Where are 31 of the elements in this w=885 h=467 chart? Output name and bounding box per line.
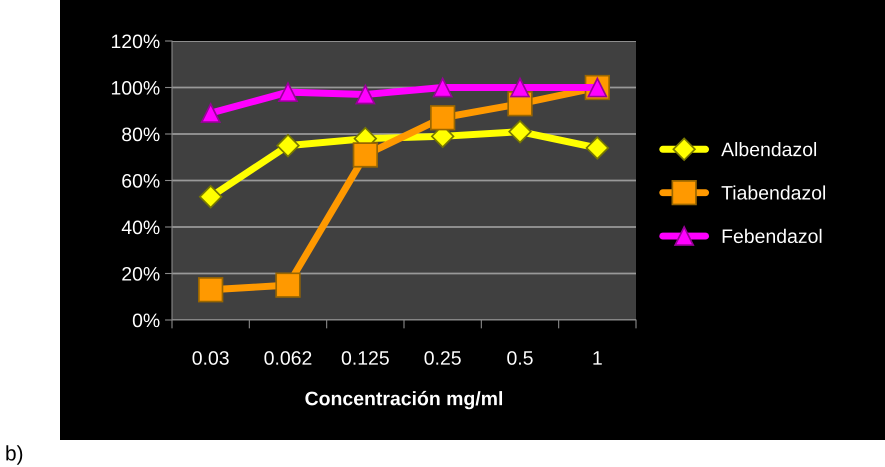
legend-label: Albendazol bbox=[721, 142, 816, 156]
point bbox=[510, 78, 530, 98]
y-tick-label: 0% bbox=[132, 313, 160, 328]
x-tick-label: 0.25 bbox=[424, 351, 461, 365]
x-tick-label: 0.125 bbox=[342, 351, 389, 365]
point bbox=[586, 136, 609, 160]
point bbox=[199, 185, 222, 208]
point bbox=[432, 78, 453, 98]
point bbox=[278, 82, 298, 102]
x-tick-label: 0.5 bbox=[507, 351, 533, 365]
y-tick-label: 100% bbox=[112, 80, 160, 95]
point bbox=[430, 105, 456, 130]
legend-label: Febendazol bbox=[722, 228, 822, 244]
legend-label: Tiabendazol bbox=[722, 185, 826, 200]
point bbox=[352, 142, 378, 168]
y-tick-label: 40% bbox=[122, 220, 160, 234]
x-tick-label: 0.062 bbox=[264, 351, 312, 365]
point bbox=[355, 84, 376, 104]
x-axis-title: Concentración mg/ml bbox=[305, 390, 502, 410]
point bbox=[276, 134, 300, 158]
x-tick-label: 1 bbox=[593, 351, 602, 365]
y-tick-label: 80% bbox=[122, 127, 160, 142]
y-tick-label: 60% bbox=[122, 174, 160, 188]
point bbox=[508, 120, 532, 144]
x-tick-label: 0.03 bbox=[192, 351, 229, 365]
text: b) bbox=[6, 445, 22, 465]
y-tick-label: 120% bbox=[112, 34, 160, 48]
point bbox=[200, 103, 221, 123]
point bbox=[275, 272, 301, 298]
y-tick-label: 20% bbox=[122, 266, 160, 281]
point bbox=[198, 277, 224, 302]
